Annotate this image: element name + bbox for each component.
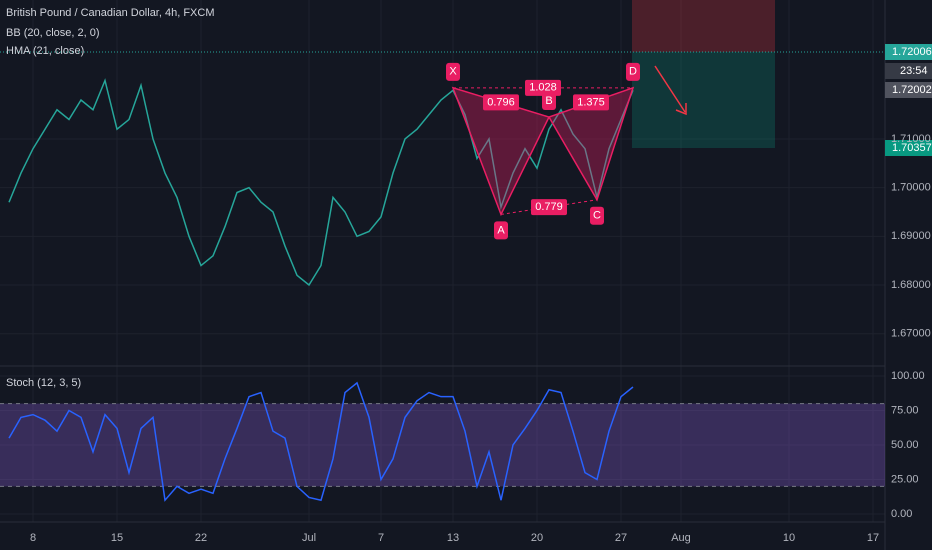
point-box xyxy=(626,62,640,81)
y-tick-label: 75.00 xyxy=(891,404,919,416)
y-tick-label: 1.70000 xyxy=(891,182,931,194)
y-tick-label: 1.68000 xyxy=(891,279,931,291)
point-label: A xyxy=(497,224,505,236)
y-tick-label: 1.71000 xyxy=(891,133,931,145)
y-tick-label: 1.67000 xyxy=(891,328,931,340)
x-tick-label: 15 xyxy=(111,532,123,544)
stoch-line xyxy=(8,381,634,502)
price-tag xyxy=(885,82,932,98)
x-tick-label: 22 xyxy=(195,532,207,544)
ratio-box xyxy=(525,79,561,96)
indicator-label: BB (20, close, 2, 0) xyxy=(6,27,100,39)
price-tag-label: 1.70357 xyxy=(892,142,932,154)
countdown-label: 23:54 xyxy=(900,65,928,77)
x-tick-label: Aug xyxy=(671,532,691,544)
ratio-label: 0.779 xyxy=(535,201,563,213)
arrow xyxy=(654,65,687,116)
x-tick-label: 8 xyxy=(30,532,36,544)
price-tag-label: 1.72006 xyxy=(892,46,932,58)
target-zone xyxy=(632,52,775,148)
y-tick-label: 1.69000 xyxy=(891,230,931,242)
ratio-box xyxy=(573,94,609,111)
point-label: D xyxy=(629,66,637,78)
point-box xyxy=(542,92,556,111)
x-tick-label: 20 xyxy=(531,532,543,544)
price-line xyxy=(8,78,634,287)
x-tick-label: 13 xyxy=(447,532,459,544)
ratio-box xyxy=(483,94,519,111)
ratio-box xyxy=(531,199,567,216)
point-label: X xyxy=(449,66,457,78)
price-tag-label: 1.72002 xyxy=(892,84,932,96)
stoch-band xyxy=(0,403,885,487)
ratio-label: 1.375 xyxy=(577,96,605,108)
point-label: B xyxy=(545,95,552,107)
price-tag xyxy=(885,140,932,156)
stop-zone xyxy=(632,0,775,52)
symbol-title: British Pound / Canadian Dollar, 4h, FXC… xyxy=(6,7,215,19)
y-tick-label: 25.00 xyxy=(891,473,919,485)
indicator-label: HMA (21, close) xyxy=(6,45,84,57)
point-box xyxy=(446,62,460,81)
x-tick-label: 7 xyxy=(378,532,384,544)
y-tick-label: 0.00 xyxy=(891,508,912,520)
x-tick-label: 10 xyxy=(783,532,795,544)
ratio-label: 0.796 xyxy=(487,96,515,108)
y-tick-label: 50.00 xyxy=(891,439,919,451)
x-tick-label: Jul xyxy=(302,532,316,544)
x-tick-label: 27 xyxy=(615,532,627,544)
stoch-title: Stoch (12, 3, 5) xyxy=(6,377,81,389)
point-box xyxy=(494,221,508,240)
y-tick-label: 100.00 xyxy=(891,370,925,382)
price-tag xyxy=(885,44,932,60)
countdown-tag xyxy=(885,63,932,79)
ratio-label: 1.028 xyxy=(529,82,557,94)
x-tick-label: 17 xyxy=(867,532,879,544)
point-label: C xyxy=(593,210,601,222)
point-box xyxy=(590,206,604,225)
